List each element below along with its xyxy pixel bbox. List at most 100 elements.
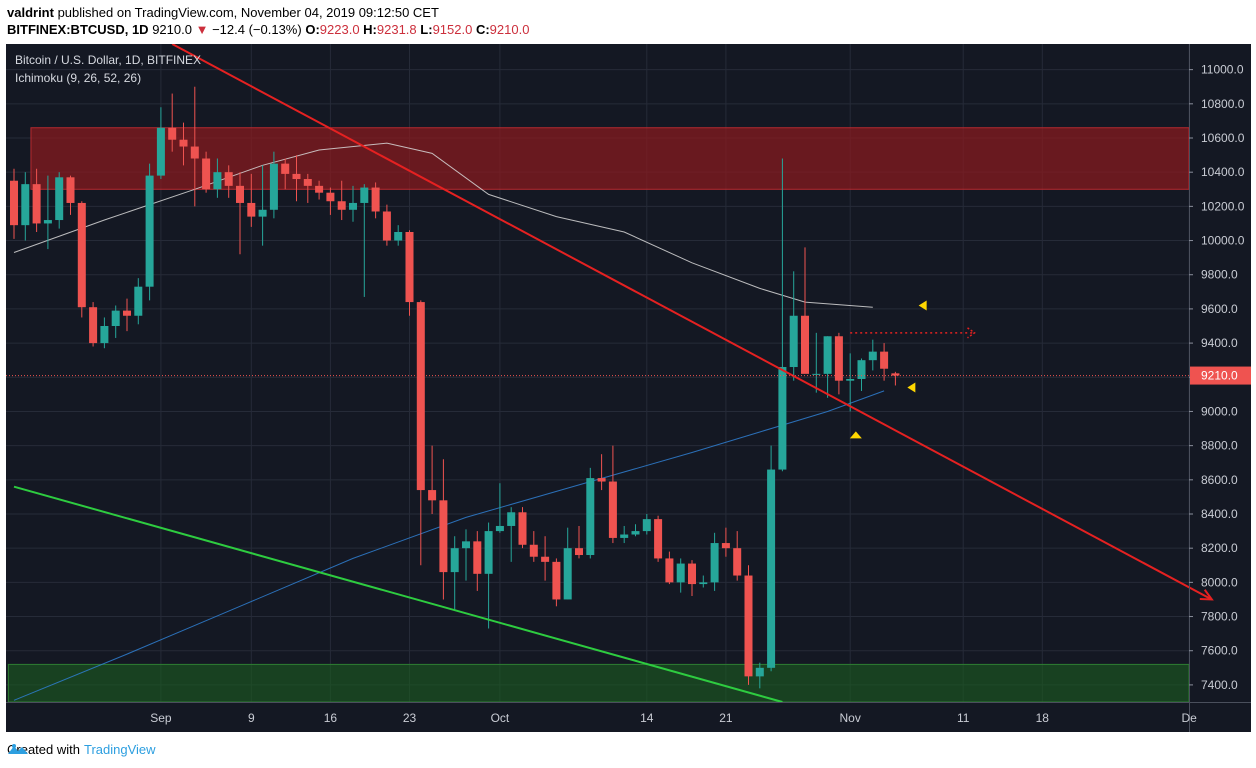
candle-body	[405, 232, 414, 303]
candle-body	[281, 163, 290, 174]
candle-body	[224, 172, 233, 186]
candle-body	[168, 127, 177, 140]
candle-body	[394, 232, 403, 241]
candle-body	[123, 310, 131, 316]
candle-body	[507, 512, 516, 526]
y-tick-label: 8600.0	[1201, 473, 1238, 487]
candle-body	[812, 373, 821, 375]
candle-body	[563, 548, 572, 600]
candle-body	[179, 139, 188, 147]
price-chart[interactable]: 7400.0 7600.0 7800.0 8000.0 8200.0 8400.0 8600…	[6, 44, 1251, 732]
tradingview-link[interactable]: TradingView	[83, 742, 156, 757]
footer: Created with TradingView	[7, 742, 156, 757]
x-tick-label: 21	[719, 711, 733, 725]
candle-body	[428, 490, 437, 501]
x-tick-label: 14	[640, 711, 654, 725]
y-tick-label: 7400.0	[1201, 678, 1238, 692]
low-label: L:	[420, 22, 433, 37]
y-tick-label: 10800.0	[1201, 97, 1245, 111]
candle-body	[834, 336, 843, 381]
candle-body	[654, 519, 663, 559]
chart-area[interactable]: 7400.0 7600.0 7800.0 8000.0 8200.0 8400.0 8600…	[6, 44, 1251, 732]
candle-body	[100, 326, 109, 344]
y-tick-label: 9000.0	[1201, 404, 1238, 418]
candle-body	[846, 378, 855, 381]
candle-body	[202, 158, 211, 190]
support-zone	[7, 663, 1190, 703]
candle-body	[236, 185, 244, 203]
candle-body	[778, 367, 787, 470]
x-tick-label: Sep	[150, 711, 172, 725]
candle-body	[642, 519, 651, 532]
y-tick-label: 7600.0	[1201, 644, 1238, 658]
y-tick-label: 11000.0	[1201, 63, 1244, 77]
x-tick-label: 18	[1036, 711, 1050, 725]
y-tick-label: 9400.0	[1201, 336, 1238, 350]
descending-resistance-line	[171, 44, 1213, 601]
close-label: C:	[475, 22, 490, 37]
candle-body	[495, 525, 504, 532]
candle-body	[541, 556, 550, 562]
y-tick-label: 8000.0	[1201, 575, 1238, 589]
candle-body	[665, 558, 674, 583]
x-tick-label: Nov	[840, 711, 861, 725]
candle-body	[891, 373, 900, 376]
y-tick-label: 9800.0	[1201, 268, 1238, 282]
candle-body	[145, 175, 154, 287]
candle-body	[134, 286, 143, 316]
indicator-legend: Ichimoku (9, 26, 52, 26)	[15, 71, 141, 85]
candle-body	[21, 184, 30, 226]
candle-body	[733, 548, 742, 576]
y-tick-label: 10200.0	[1201, 199, 1245, 213]
open-label: O:	[305, 22, 320, 37]
published-text: published on TradingView.com, November 0…	[53, 5, 439, 20]
candle-body	[631, 531, 640, 535]
candle-body	[66, 177, 75, 203]
change-down-icon: ▼	[195, 22, 209, 37]
candle-body	[857, 360, 866, 379]
candle-body	[688, 563, 696, 585]
yellow-arrow-left-icon	[918, 300, 927, 311]
yellow-arrow-left-2-icon	[907, 382, 916, 393]
y-tick-label: 9600.0	[1201, 302, 1238, 316]
candle-body	[450, 548, 459, 573]
candle-body	[416, 302, 425, 491]
candle-body	[371, 187, 380, 212]
candle-body	[360, 187, 369, 203]
candle-body	[213, 172, 222, 190]
author-name[interactable]: valdrint	[7, 5, 54, 20]
candle-body	[575, 548, 583, 556]
candle-body	[880, 351, 889, 369]
candle-body	[597, 478, 606, 482]
candle-body	[247, 202, 256, 217]
candle-body	[608, 481, 617, 538]
chart-legend-title: Bitcoin / U.S. Dollar, 1D, BITFINEX	[15, 53, 201, 67]
candle-body	[767, 469, 776, 668]
candle-body	[484, 531, 493, 574]
candle-body	[77, 202, 86, 308]
candle-body	[586, 478, 595, 556]
y-tick-label: 10600.0	[1201, 131, 1245, 145]
candle-body	[868, 351, 877, 361]
y-tick-label: 8800.0	[1201, 439, 1238, 453]
x-tick-label: 16	[324, 711, 338, 725]
candle-body	[439, 500, 448, 573]
y-tick-label: 7800.0	[1201, 610, 1238, 624]
x-tick-label: Oct	[491, 711, 510, 725]
candle-body	[190, 146, 199, 159]
target-arrow-icon	[967, 327, 976, 339]
blue-ma-line	[13, 390, 885, 701]
candle-body	[755, 667, 764, 677]
candle-body	[462, 541, 470, 549]
x-tick-label: 9	[248, 711, 255, 725]
candle-body	[620, 534, 629, 538]
candle-body	[801, 315, 809, 374]
last-price-value: 9210.0	[1201, 369, 1238, 383]
candle-body	[10, 180, 18, 226]
ohlc-bar: BITFINEX:BTCUSD, 1D 9210.0 ▼ −12.4 (−0.1…	[7, 22, 529, 37]
x-tick-label: 11	[957, 711, 970, 725]
last-price-badge	[1190, 366, 1251, 385]
candle-body	[823, 336, 832, 374]
candle-body	[315, 185, 324, 193]
candle-body	[111, 310, 120, 326]
